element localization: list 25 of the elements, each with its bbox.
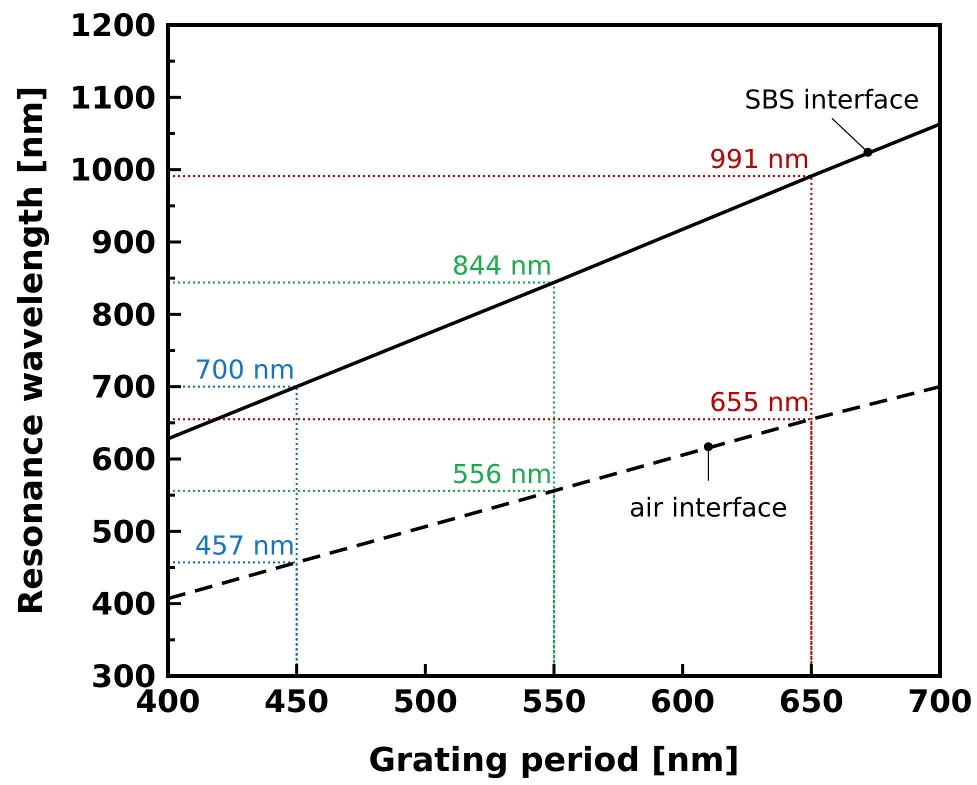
- x-tick-label: 600: [650, 684, 716, 720]
- series-label: 655 nm: [710, 388, 810, 418]
- y-tick-label: 1200: [70, 8, 156, 44]
- series-label: 700 nm: [194, 356, 295, 386]
- x-tick-label: 450: [264, 684, 330, 720]
- y-tick-label: 1000: [70, 152, 156, 189]
- y-tick-label: 600: [91, 442, 156, 478]
- series-label: 556 nm: [452, 460, 552, 490]
- y-tick-label: 800: [91, 297, 156, 334]
- annotation: air interface: [629, 494, 788, 524]
- annotation: SBS interface: [744, 85, 920, 116]
- x-tick-label: 500: [392, 684, 458, 720]
- y-axis-title: Resonance wavelength [nm]: [11, 86, 50, 616]
- y-tick-label: 400: [91, 586, 156, 623]
- x-axis-title: Grating period [nm]: [368, 740, 740, 779]
- y-tick-label: 700: [91, 370, 156, 406]
- y-tick-label: 1100: [70, 80, 156, 116]
- series-label: 844 nm: [452, 252, 552, 282]
- x-tick-label: 650: [778, 684, 844, 720]
- series-label: 991 nm: [710, 145, 810, 176]
- series-label: 457 nm: [194, 531, 295, 562]
- y-tick-label: 500: [91, 514, 156, 550]
- x-tick-label: 700: [908, 684, 972, 720]
- x-tick-label: 550: [522, 684, 586, 720]
- y-tick-label: 900: [91, 225, 156, 261]
